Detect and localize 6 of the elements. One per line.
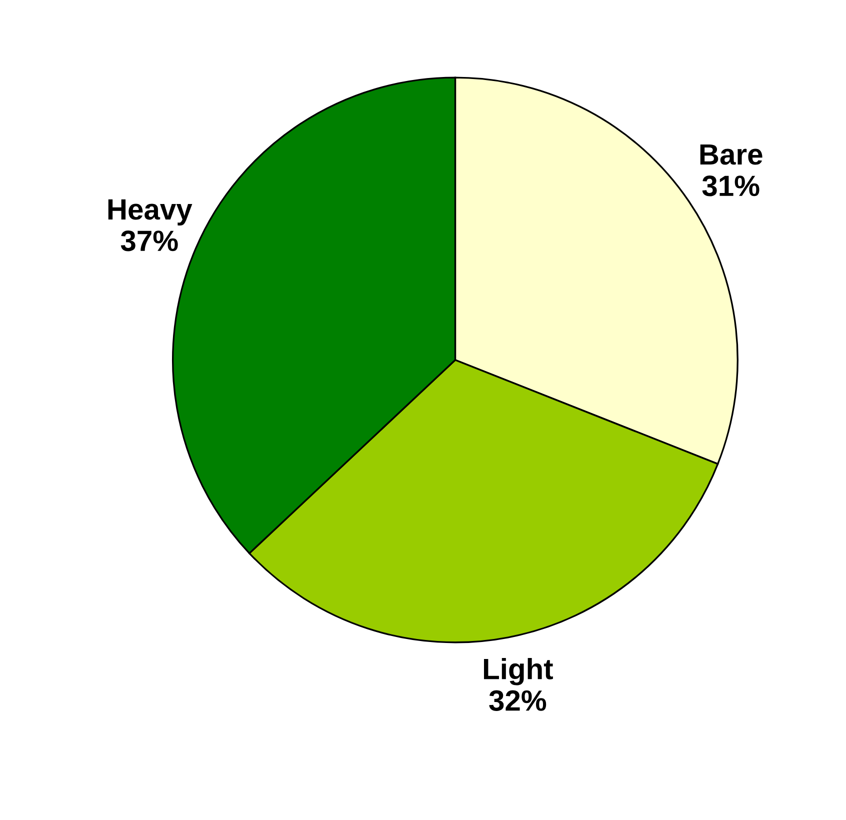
slice-label: Bare	[700, 144, 762, 165]
data-label: 37%	[120, 230, 178, 252]
data-label: 31%	[702, 176, 760, 196]
slice-label: Heavy	[108, 199, 192, 226]
slice-label: Light	[484, 658, 553, 686]
data-label: 32%	[489, 690, 546, 711]
